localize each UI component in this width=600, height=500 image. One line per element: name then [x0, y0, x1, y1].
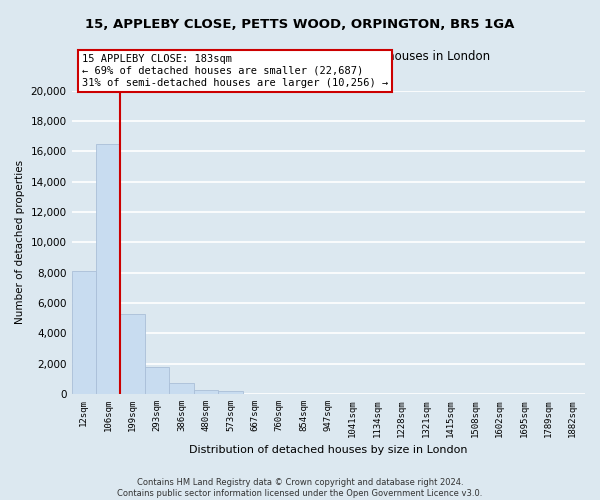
Bar	[71, 271, 96, 394]
Bar	[194, 390, 218, 394]
Text: 15, APPLEBY CLOSE, PETTS WOOD, ORPINGTON, BR5 1GA: 15, APPLEBY CLOSE, PETTS WOOD, ORPINGTON…	[85, 18, 515, 30]
Bar	[96, 144, 121, 394]
Text: Contains HM Land Registry data © Crown copyright and database right 2024.
Contai: Contains HM Land Registry data © Crown c…	[118, 478, 482, 498]
X-axis label: Distribution of detached houses by size in London: Distribution of detached houses by size …	[189, 445, 467, 455]
Title: Size of property relative to detached houses in London: Size of property relative to detached ho…	[166, 50, 490, 63]
Bar	[145, 367, 169, 394]
Text: 15 APPLEBY CLOSE: 183sqm
← 69% of detached houses are smaller (22,687)
31% of se: 15 APPLEBY CLOSE: 183sqm ← 69% of detach…	[82, 54, 388, 88]
Y-axis label: Number of detached properties: Number of detached properties	[15, 160, 25, 324]
Bar	[218, 391, 242, 394]
Bar	[121, 314, 145, 394]
Bar	[169, 383, 194, 394]
